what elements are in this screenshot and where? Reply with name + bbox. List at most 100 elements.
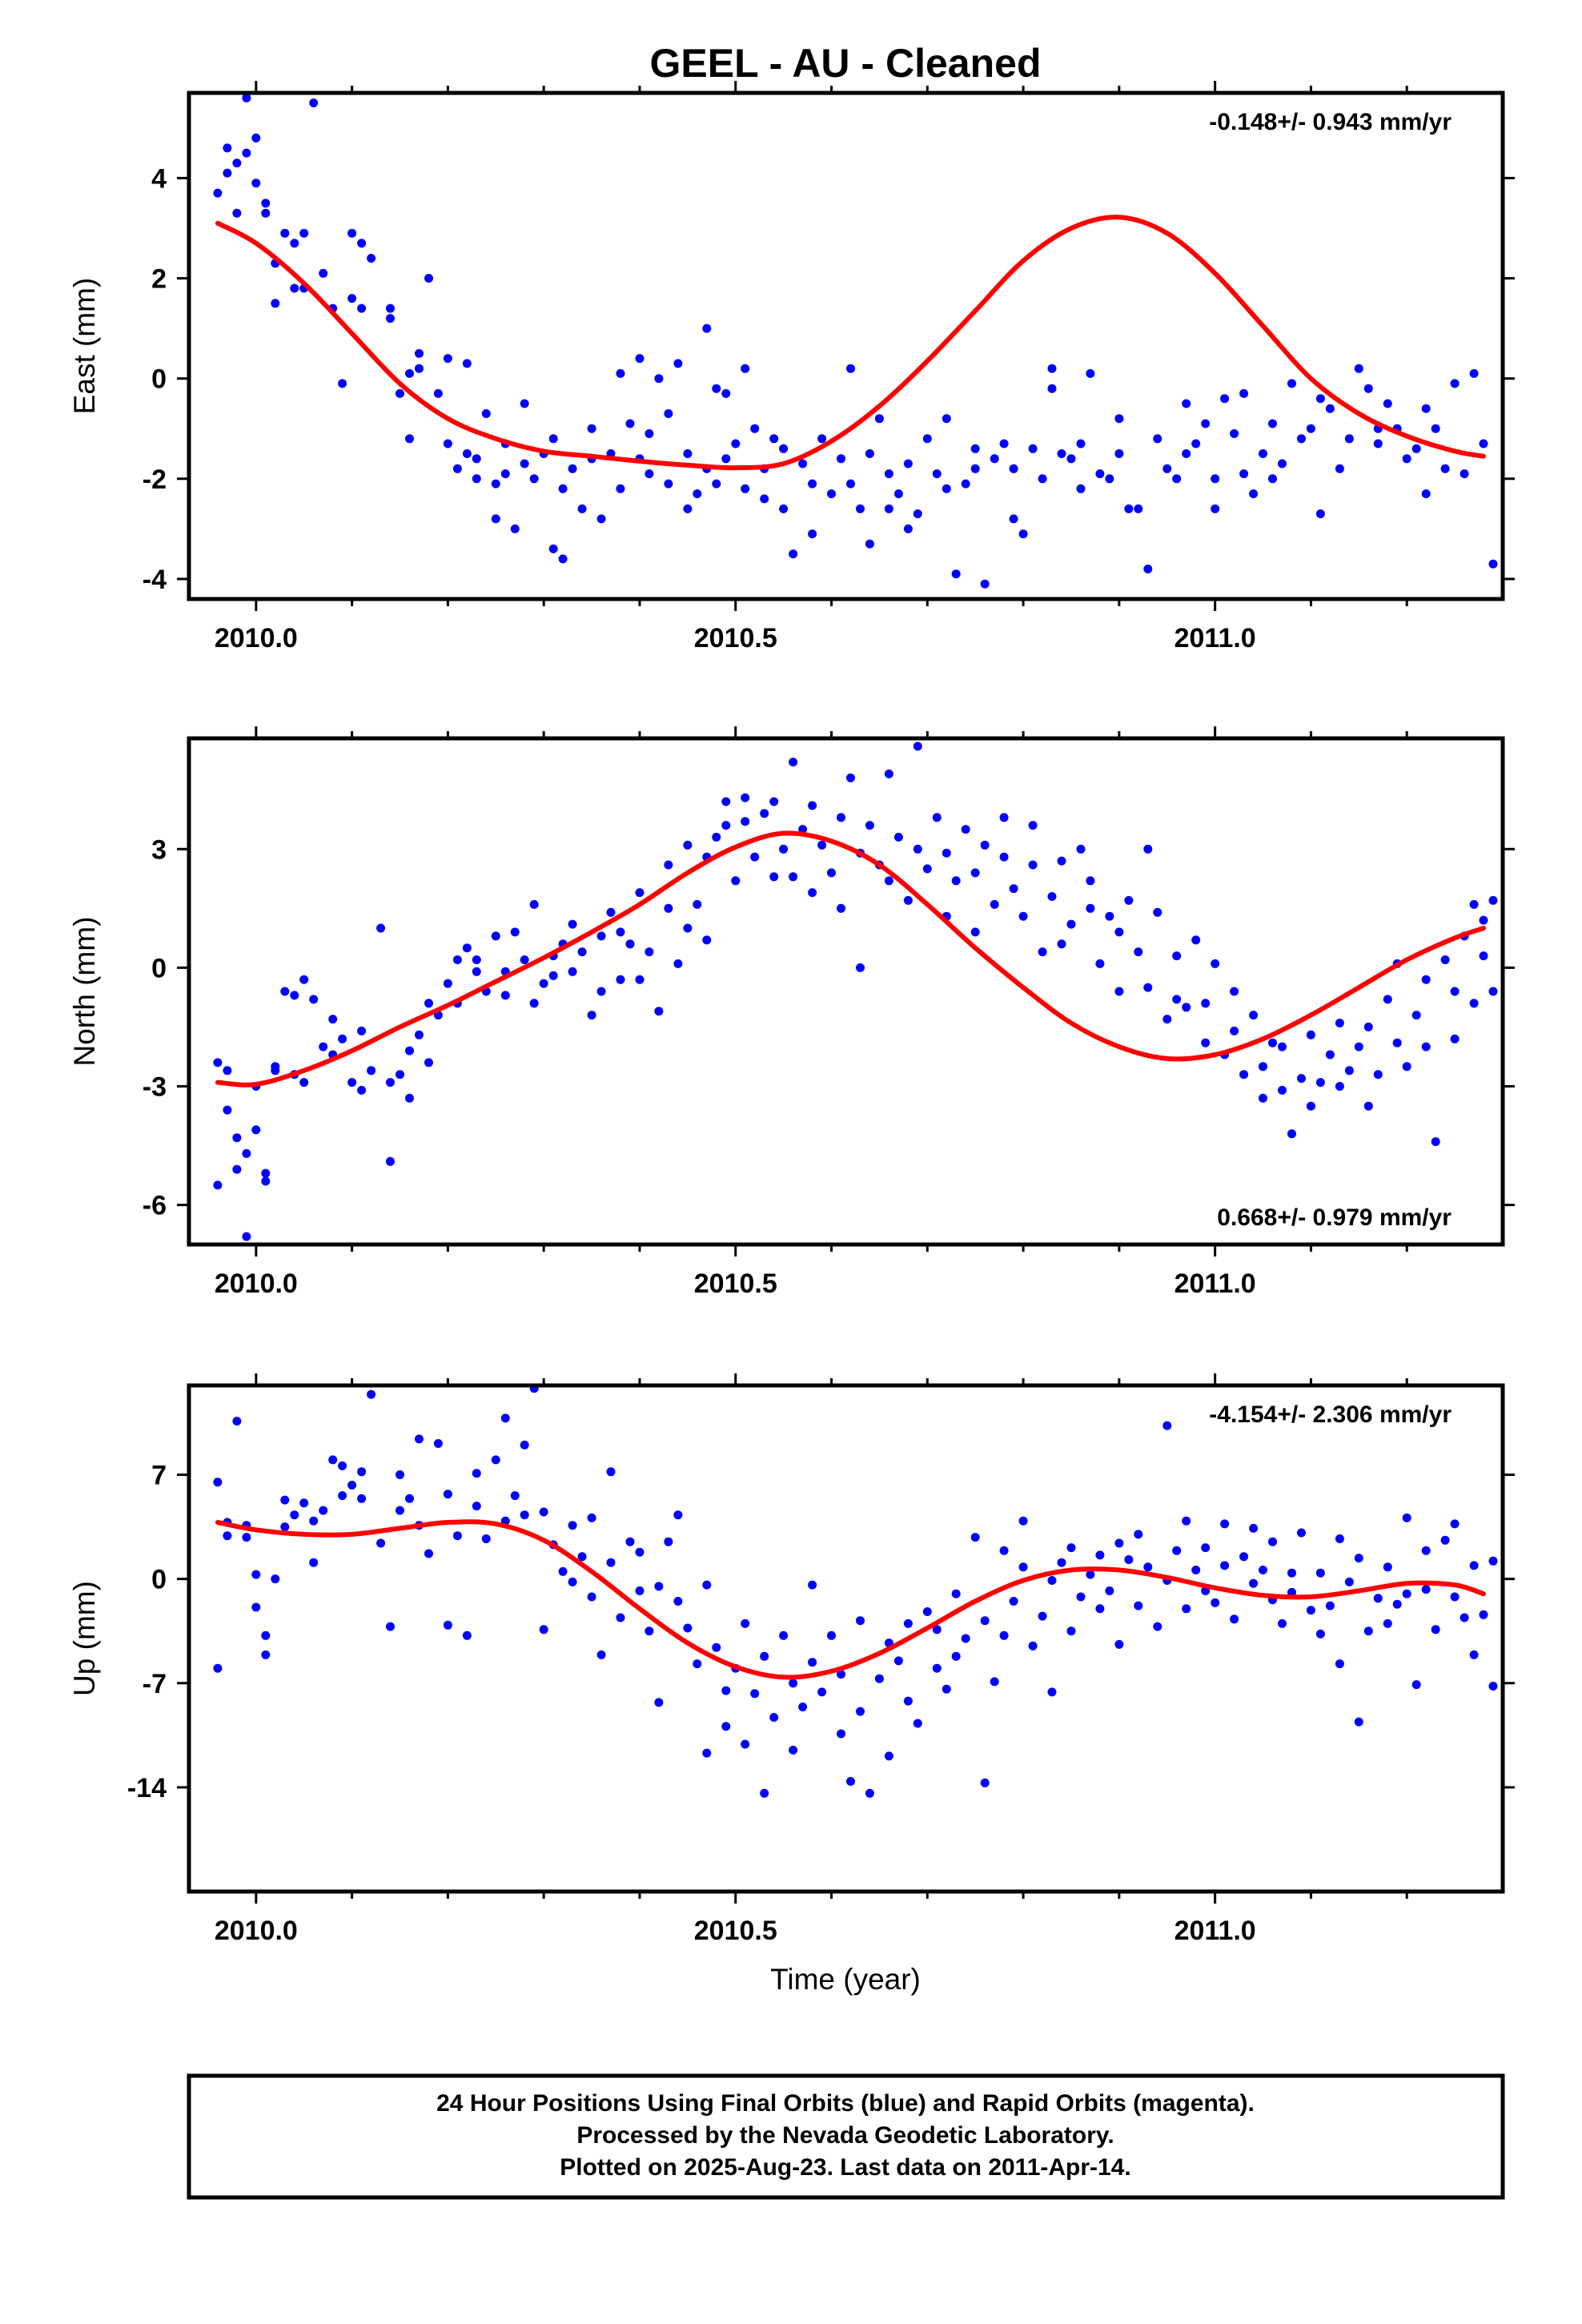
up-point [1028,1641,1038,1651]
north-point [1278,1042,1287,1051]
east-xtick-label: 2011.0 [1174,623,1256,653]
up-point [625,1537,635,1546]
north-point [913,844,922,854]
north-point [970,927,980,937]
east-point [999,439,1009,448]
up-point [635,1586,644,1595]
north-point [1344,1066,1354,1076]
north-point [664,903,673,913]
up-point [396,1506,404,1515]
up-point [1172,1546,1182,1555]
north-point [1479,951,1488,961]
east-point [731,439,741,448]
north-point [712,832,721,842]
up-point [827,1630,836,1640]
north-point [520,955,529,964]
east-point [865,449,874,458]
east-point [271,299,280,308]
footer-line-3: Plotted on 2025-Aug-23. Last data on 201… [560,2154,1131,2181]
east-ylabel: East (mm) [68,278,101,415]
up-point [741,1618,750,1628]
up-point [1134,1530,1143,1539]
north-point [290,991,299,1000]
north-point [1297,1074,1306,1084]
north-point [1018,911,1028,921]
east-point [357,304,367,313]
north-point [1201,1038,1211,1047]
north-point [577,947,587,957]
east-point [1239,388,1249,398]
north-point [529,899,539,909]
up-point [1220,1561,1230,1570]
footer-line-1: 24 Hour Positions Using Final Orbits (bl… [436,2090,1255,2117]
up-point [405,1494,414,1503]
up-point [472,1502,481,1511]
up-point [328,1455,338,1465]
north-point [1440,955,1450,964]
east-point [893,489,903,499]
north-point [1363,1022,1373,1031]
north-point [1066,919,1076,929]
east-point [913,509,922,519]
east-point [741,364,750,373]
east-point [1268,474,1277,484]
east-point [970,444,980,453]
east-point [942,484,951,493]
east-point [596,514,606,524]
north-point [1421,975,1431,984]
east-ytick-label: -4 [143,565,167,595]
north-point [1038,947,1047,957]
north-point [856,963,865,972]
up-point [644,1626,654,1636]
footer-line-2: Processed by the Nevada Geodetic Laborat… [576,2122,1114,2149]
up-point [1230,1614,1239,1624]
north-point [242,1232,251,1241]
up-point [1287,1587,1296,1597]
east-point [1259,449,1267,458]
north-point [654,1007,664,1016]
north-point [741,793,750,802]
east-point [1114,414,1124,424]
east-point [1076,439,1086,448]
east-point [808,479,817,489]
panel-up: 2010.0 2010.5 2011.0 7 0 -7 -14 Up (mm) -4.154… [68,1373,1515,1946]
east-point [319,268,328,278]
up-point [1114,1538,1124,1548]
east-point [664,479,673,489]
north-point [568,919,577,929]
panel-north: 2010.0 2010.5 2011.0 3 0 -3 -6 North (mm) 0.66… [68,726,1515,1299]
east-point [741,484,750,493]
east-point [1220,394,1230,404]
up-point [1421,1585,1431,1594]
north-point [1383,995,1392,1004]
east-point [1047,364,1057,373]
north-point [1124,895,1134,905]
up-point [1191,1566,1201,1574]
east-point [1325,404,1335,413]
up-point [760,1651,769,1661]
up-point [865,1788,874,1798]
up-point [1095,1550,1105,1560]
east-point [491,479,500,489]
up-point [693,1659,702,1669]
east-point [213,188,223,198]
north-point [596,987,606,996]
east-point [1086,368,1095,378]
north-ytick-label: 0 [151,953,167,983]
up-ylabel: Up (mm) [68,1581,101,1696]
east-point [808,529,817,539]
east-point [261,199,271,208]
north-point [961,825,970,834]
up-xtick-label: 2010.5 [694,1916,777,1946]
up-point [990,1677,999,1687]
east-point [1373,439,1383,448]
east-point [673,359,683,368]
east-point [261,208,271,218]
north-point [405,1093,414,1103]
east-point [1172,474,1182,484]
up-point [817,1687,827,1697]
footer-frame [187,2073,1505,2200]
east-point [232,159,242,168]
east-point [970,464,980,473]
east-point [1268,419,1277,428]
